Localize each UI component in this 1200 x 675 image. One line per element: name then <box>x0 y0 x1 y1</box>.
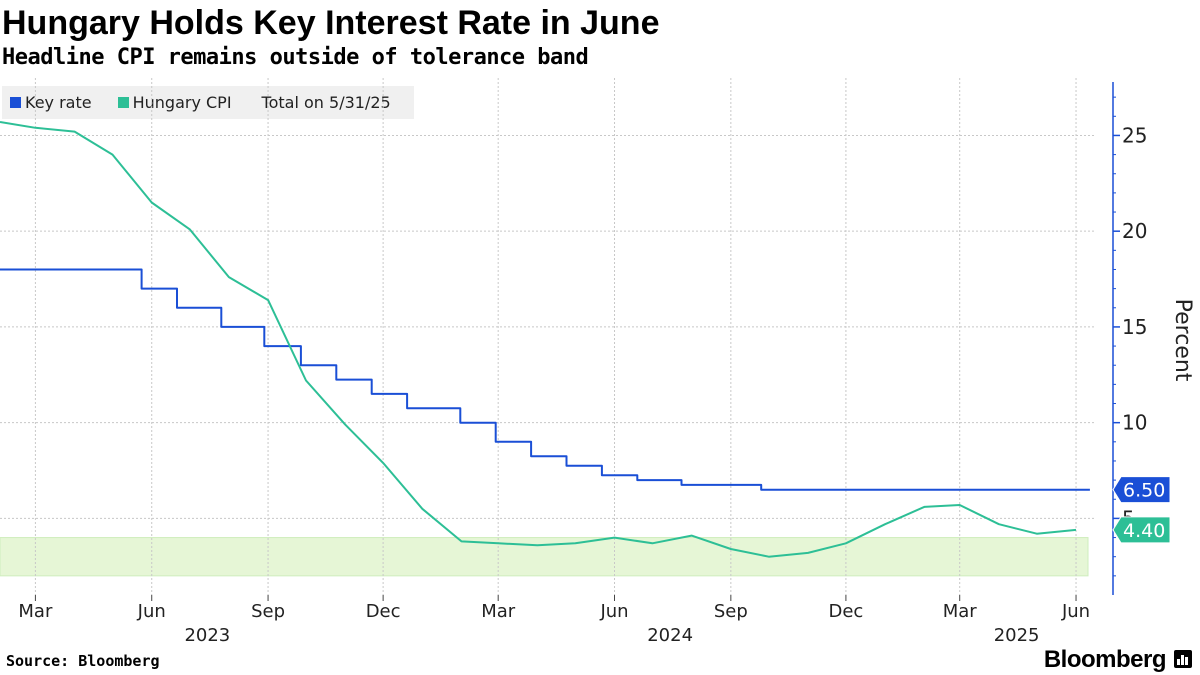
legend-swatch-key-rate <box>10 97 21 108</box>
legend-label-key-rate: Key rate <box>25 93 92 112</box>
end-value-label: 4.40 <box>1123 520 1165 542</box>
legend-item-key-rate: Key rate <box>2 93 92 112</box>
y-axis-label: Percent <box>1170 299 1195 382</box>
end-value-tag-key-rate: 6.50 <box>1112 476 1171 504</box>
bloomberg-terminal-icon <box>1174 650 1192 668</box>
y-tick-label: 25 <box>1122 123 1147 147</box>
x-year-label: 2025 <box>994 625 1040 646</box>
x-tick-label: Mar <box>481 601 516 622</box>
x-tick-label: Mar <box>18 601 53 622</box>
legend-item-cpi: Hungary CPI <box>110 93 232 112</box>
x-tick-label: Jun <box>599 601 628 622</box>
y-tick-label: 10 <box>1122 411 1147 435</box>
x-tick-label: Dec <box>366 601 401 622</box>
legend: Key rate Hungary CPI Total on 5/31/25 <box>2 86 414 119</box>
tolerance-band <box>0 537 1089 577</box>
x-year-label: 2024 <box>647 625 693 646</box>
source-note: Source: Bloomberg <box>6 652 160 670</box>
chart-subtitle: Headline CPI remains outside of toleranc… <box>2 45 589 70</box>
x-tick-label: Jun <box>1061 601 1090 622</box>
chart-title: Hungary Holds Key Interest Rate in June <box>2 4 660 42</box>
x-tick-label: Jun <box>137 601 166 622</box>
legend-as-of: Total on 5/31/25 <box>261 93 391 112</box>
legend-label-cpi: Hungary CPI <box>132 93 232 112</box>
end-value-tag-cpi: 4.40 <box>1112 516 1171 544</box>
x-tick-label: Sep <box>714 601 748 622</box>
bloomberg-logo: Bloomberg <box>1043 646 1167 673</box>
series-line-cpi <box>0 121 1077 558</box>
end-value-tag-bg <box>1112 476 1171 504</box>
x-tick-label: Mar <box>943 601 978 622</box>
legend-swatch-cpi <box>117 97 129 108</box>
y-tick-label: 15 <box>1122 315 1147 339</box>
end-value-label: 6.50 <box>1123 480 1165 502</box>
x-tick-label: Dec <box>828 601 863 622</box>
series-line-key-rate <box>0 268 1090 491</box>
end-value-tag-bg <box>1112 516 1171 544</box>
y-tick-label: 20 <box>1122 219 1147 243</box>
x-tick-label: Sep <box>251 601 285 622</box>
x-year-label: 2023 <box>184 625 230 646</box>
